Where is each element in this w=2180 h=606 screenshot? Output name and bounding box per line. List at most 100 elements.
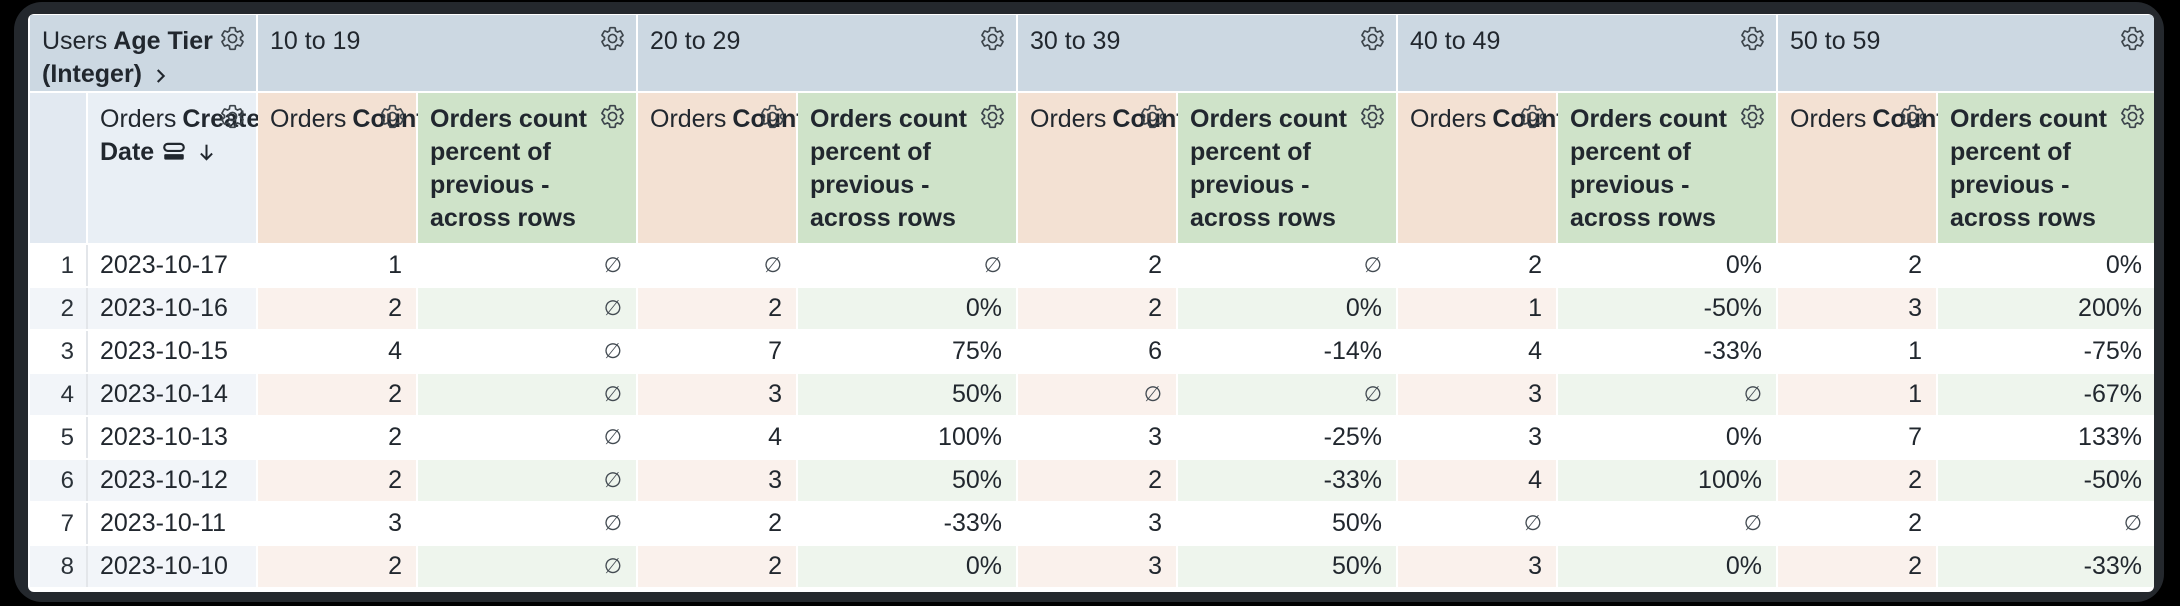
gear-icon[interactable] bbox=[979, 25, 1006, 52]
percent-header-cell[interactable]: Orders count percent of previous - acros… bbox=[1178, 93, 1396, 243]
percent-cell[interactable]: ∅ bbox=[2123, 512, 2142, 535]
count-cell[interactable]: 2 bbox=[388, 423, 402, 451]
count-cell[interactable]: 2 bbox=[1908, 509, 1922, 537]
percent-cell[interactable]: 50% bbox=[798, 460, 1016, 501]
count-cell[interactable]: 2 bbox=[258, 460, 416, 501]
count-cell[interactable]: 3 bbox=[1398, 546, 1556, 587]
gear-icon[interactable] bbox=[1359, 25, 1386, 52]
tier-header-40-49[interactable]: 40 to 49 bbox=[1398, 15, 1776, 91]
count-cell[interactable]: 3 bbox=[1148, 423, 1162, 451]
gear-icon[interactable] bbox=[219, 25, 246, 52]
count-cell[interactable]: 3 bbox=[1018, 546, 1176, 587]
gear-icon[interactable] bbox=[2119, 103, 2146, 130]
percent-cell[interactable]: 100% bbox=[1558, 460, 1776, 501]
count-cell[interactable]: 3 bbox=[638, 460, 796, 501]
count-cell[interactable]: 2 bbox=[638, 546, 796, 587]
percent-cell[interactable]: ∅ bbox=[1558, 374, 1776, 415]
chevron-right-icon[interactable] bbox=[149, 65, 171, 87]
count-cell[interactable]: 2 bbox=[768, 509, 782, 537]
percent-cell[interactable]: ∅ bbox=[418, 374, 636, 415]
count-cell[interactable]: 4 bbox=[388, 337, 402, 365]
count-cell[interactable]: 4 bbox=[1528, 337, 1542, 365]
tier-header-20-29[interactable]: 20 to 29 bbox=[638, 15, 1016, 91]
gear-icon[interactable] bbox=[599, 25, 626, 52]
count-cell[interactable]: 1 bbox=[1778, 374, 1936, 415]
count-cell[interactable]: 1 bbox=[388, 251, 402, 279]
date-cell[interactable]: 2023-10-14 bbox=[88, 374, 256, 415]
percent-cell[interactable]: ∅ bbox=[418, 460, 636, 501]
percent-cell[interactable]: 50% bbox=[798, 374, 1016, 415]
count-cell[interactable]: 1 bbox=[1398, 288, 1556, 329]
percent-cell[interactable]: 133% bbox=[2078, 423, 2142, 451]
gear-icon[interactable] bbox=[1139, 103, 1166, 130]
date-cell[interactable]: 2023-10-12 bbox=[88, 460, 256, 501]
percent-cell[interactable]: 50% bbox=[1178, 546, 1396, 587]
count-cell[interactable]: 2 bbox=[638, 288, 796, 329]
percent-cell[interactable]: 0% bbox=[1178, 288, 1396, 329]
count-cell[interactable]: 2 bbox=[258, 546, 416, 587]
gear-icon[interactable] bbox=[1739, 103, 1766, 130]
count-header-cell[interactable]: OrdersCount bbox=[1018, 93, 1185, 243]
gear-icon[interactable] bbox=[379, 103, 406, 130]
percent-cell[interactable]: -33% bbox=[1178, 460, 1396, 501]
count-cell[interactable]: 7 bbox=[768, 337, 782, 365]
count-cell[interactable]: 1 bbox=[1908, 337, 1922, 365]
count-cell[interactable]: 7 bbox=[1908, 423, 1922, 451]
percent-cell[interactable]: ∅ bbox=[603, 340, 622, 363]
percent-cell[interactable]: ∅ bbox=[603, 426, 622, 449]
percent-cell[interactable]: 0% bbox=[1725, 251, 1762, 279]
date-cell[interactable]: 2023-10-17 bbox=[100, 251, 228, 279]
count-cell[interactable]: 3 bbox=[638, 374, 796, 415]
percent-cell[interactable]: -14% bbox=[1323, 337, 1382, 365]
date-cell[interactable]: 2023-10-16 bbox=[88, 288, 256, 329]
count-cell[interactable]: 2 bbox=[258, 288, 416, 329]
count-cell[interactable]: 2 bbox=[258, 374, 416, 415]
percent-cell[interactable]: 0% bbox=[2105, 251, 2142, 279]
count-cell[interactable]: 3 bbox=[1398, 374, 1556, 415]
gear-icon[interactable] bbox=[1899, 103, 1926, 130]
count-cell[interactable]: 2 bbox=[1018, 460, 1176, 501]
gear-icon[interactable] bbox=[1519, 103, 1546, 130]
percent-cell[interactable]: 75% bbox=[951, 337, 1002, 365]
percent-cell[interactable]: 0% bbox=[798, 546, 1016, 587]
percent-cell[interactable]: -50% bbox=[1558, 288, 1776, 329]
percent-cell[interactable]: -75% bbox=[2083, 337, 2142, 365]
percent-cell[interactable]: ∅ bbox=[603, 254, 622, 277]
percent-header-cell[interactable]: Orders count percent of previous - acros… bbox=[1938, 93, 2154, 243]
count-header-cell[interactable]: OrdersCount bbox=[1778, 93, 1945, 243]
count-cell[interactable]: 2 bbox=[1778, 460, 1936, 501]
tier-header-30-39[interactable]: 30 to 39 bbox=[1018, 15, 1396, 91]
percent-cell[interactable]: 100% bbox=[938, 423, 1002, 451]
stacked-bars-icon[interactable] bbox=[161, 139, 187, 165]
percent-cell[interactable]: -67% bbox=[1938, 374, 2154, 415]
percent-cell[interactable]: -33% bbox=[1938, 546, 2154, 587]
gear-icon[interactable] bbox=[1359, 103, 1386, 130]
percent-cell[interactable]: ∅ bbox=[1743, 512, 1762, 535]
date-cell[interactable]: 2023-10-15 bbox=[100, 337, 228, 365]
count-cell[interactable]: 2 bbox=[1778, 546, 1936, 587]
count-cell[interactable]: ∅ bbox=[1523, 512, 1542, 535]
count-cell[interactable]: 2 bbox=[1018, 288, 1176, 329]
date-cell[interactable]: 2023-10-11 bbox=[100, 509, 227, 537]
percent-cell[interactable]: 0% bbox=[798, 288, 1016, 329]
gear-icon[interactable] bbox=[1739, 25, 1766, 52]
percent-cell[interactable]: 200% bbox=[1938, 288, 2154, 329]
corner-header-cell[interactable]: Users Age Tier (Integer) bbox=[30, 15, 256, 91]
count-cell[interactable]: 3 bbox=[1778, 288, 1936, 329]
percent-cell[interactable]: -33% bbox=[943, 509, 1002, 537]
count-cell[interactable]: 2 bbox=[1148, 251, 1162, 279]
percent-header-cell[interactable]: Orders count percent of previous - acros… bbox=[418, 93, 636, 243]
percent-header-cell[interactable]: Orders count percent of previous - acros… bbox=[1558, 93, 1776, 243]
percent-cell[interactable]: 0% bbox=[1725, 423, 1762, 451]
percent-cell[interactable]: -33% bbox=[1703, 337, 1762, 365]
percent-cell[interactable]: ∅ bbox=[418, 546, 636, 587]
percent-header-cell[interactable]: Orders count percent of previous - acros… bbox=[798, 93, 1016, 243]
count-header-cell[interactable]: OrdersCount bbox=[258, 93, 425, 243]
count-cell[interactable]: 6 bbox=[1148, 337, 1162, 365]
gear-icon[interactable] bbox=[219, 103, 246, 130]
tier-header-50-59[interactable]: 50 to 59 bbox=[1778, 15, 2154, 91]
count-cell[interactable]: 2 bbox=[1528, 251, 1542, 279]
count-cell[interactable]: 3 bbox=[388, 509, 402, 537]
percent-cell[interactable]: ∅ bbox=[1178, 374, 1396, 415]
percent-cell[interactable]: ∅ bbox=[603, 512, 622, 535]
